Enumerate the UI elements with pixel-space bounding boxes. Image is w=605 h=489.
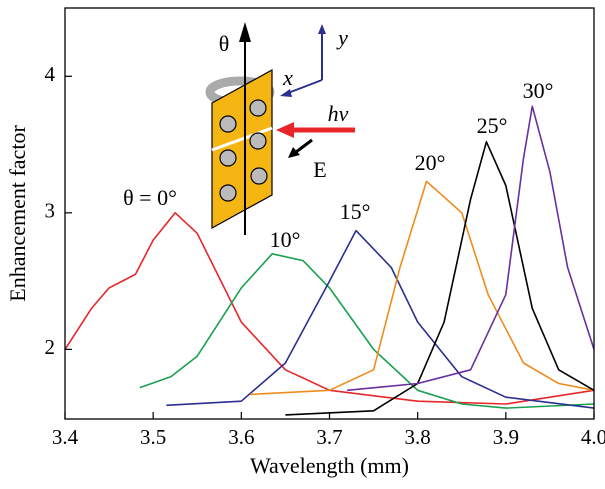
x-tick-label: 3.7 bbox=[316, 425, 342, 449]
series-label: 15° bbox=[340, 199, 371, 224]
series-line bbox=[64, 212, 595, 405]
series-line bbox=[250, 180, 595, 396]
x-tick-label: 3.5 bbox=[140, 425, 166, 449]
series-line bbox=[285, 141, 595, 416]
y-tick-label: 3 bbox=[45, 199, 56, 223]
x-tick-label: 3.6 bbox=[228, 425, 254, 449]
hole bbox=[219, 149, 237, 167]
series-label: θ = 0° bbox=[123, 185, 177, 210]
series-label: 20° bbox=[415, 150, 446, 175]
y-axis-label: Enhancement factor bbox=[5, 125, 30, 302]
series-label: 30° bbox=[523, 78, 554, 103]
plate-stripe bbox=[211, 126, 273, 152]
field-arrow bbox=[295, 138, 313, 154]
inset-label: hν bbox=[328, 101, 349, 126]
series-line bbox=[347, 105, 595, 392]
inset-label: x bbox=[282, 65, 293, 90]
series-label: 10° bbox=[270, 227, 301, 252]
series-label: 25° bbox=[477, 113, 508, 138]
hole bbox=[219, 115, 237, 133]
arrow-head bbox=[276, 122, 294, 138]
inset-label: E bbox=[313, 157, 326, 182]
hole bbox=[250, 167, 268, 185]
x-tick-label: 4.0 bbox=[581, 425, 605, 449]
x-axis-label: Wavelength (mm) bbox=[250, 453, 409, 478]
arrow-head bbox=[280, 89, 292, 97]
hole bbox=[249, 99, 267, 117]
arrow-head bbox=[318, 24, 326, 34]
series-line bbox=[166, 229, 595, 409]
y-tick-label: 2 bbox=[45, 335, 56, 359]
arrow-head bbox=[288, 147, 300, 158]
inset-label: θ bbox=[219, 31, 230, 56]
x-tick-label: 3.4 bbox=[52, 425, 79, 449]
series-line bbox=[139, 253, 595, 409]
arrow-head bbox=[239, 22, 251, 42]
plot-frame bbox=[64, 7, 595, 420]
sample-plate bbox=[211, 68, 273, 230]
hole bbox=[219, 184, 237, 202]
y-tick-label: 4 bbox=[45, 62, 56, 86]
hole bbox=[249, 132, 267, 150]
inset-label: y bbox=[336, 25, 348, 50]
x-axis-arrow bbox=[287, 79, 323, 94]
x-tick-label: 3.8 bbox=[405, 425, 431, 449]
x-tick-label: 3.9 bbox=[493, 425, 519, 449]
inset-diagram bbox=[205, 22, 355, 235]
